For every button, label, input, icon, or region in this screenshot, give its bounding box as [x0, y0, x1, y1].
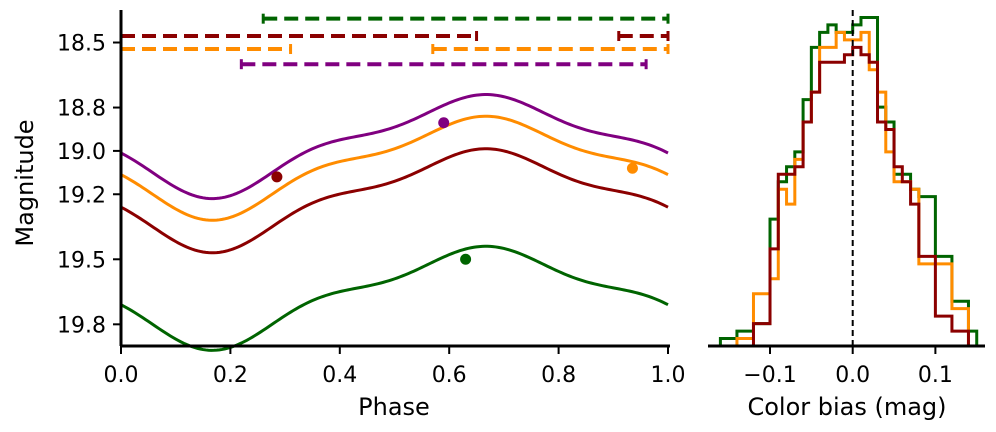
phase-interval-3-0	[261, 13, 670, 24]
current-phase-markers	[271, 117, 638, 265]
phase-interval-1-1	[431, 44, 670, 55]
x-tick-label: 0.2	[213, 363, 248, 388]
phase-interval-0-0	[239, 59, 648, 70]
phase-marker-2	[271, 171, 283, 183]
color-bias-histogram-2	[720, 45, 977, 348]
y-tick-label: 19.0	[57, 140, 106, 165]
y-tick-label: 19.2	[57, 183, 106, 208]
hist-x-tick-label: 0.0	[835, 363, 870, 388]
x-tick-label: 0.8	[541, 363, 576, 388]
phase-marker-0	[438, 117, 450, 129]
phase-marker-1	[626, 162, 638, 174]
y-tick-label: 18.5	[57, 32, 106, 57]
light-curve-2	[120, 147, 669, 255]
hist-x-axis-label: Color bias (mag)	[747, 393, 946, 421]
x-tick-label: 0.0	[104, 363, 139, 388]
y-tick-label: 19.5	[57, 248, 106, 273]
right-axes: −0.1 0.0 0.1	[708, 10, 985, 388]
color-bias-histograms	[718, 15, 979, 348]
phase-interval-2-0	[121, 31, 479, 42]
hist-x-tick-label: 0.1	[918, 363, 953, 388]
light-curves	[120, 93, 669, 352]
phase-interval-2-1	[617, 31, 670, 42]
color-bias-histogram-1	[720, 30, 977, 348]
color-bias-panel: −0.1 0.0 0.1 Color bias (mag)	[708, 10, 985, 421]
x-tick-label: 0.4	[322, 363, 357, 388]
x-axis-label: Phase	[358, 393, 430, 421]
x-tick-label: 0.6	[432, 363, 467, 388]
light-curve-1	[120, 114, 669, 222]
light-curve-0	[120, 93, 669, 201]
y-tick-label: 18.8	[57, 97, 106, 122]
phase-interval-1-0	[121, 44, 293, 55]
phase-intervals	[121, 13, 670, 70]
y-axis-label: Magnitude	[11, 119, 39, 246]
color-bias-histogram-0	[718, 15, 979, 346]
phase-magnitude-panel: 0.0 0.2 0.4 0.6 0.8 1.0 18.5 18.8 19.0 19.2 19.5 19…	[11, 10, 686, 421]
hist-x-tick-label: −0.1	[743, 363, 796, 388]
y-tick-label: 19.8	[57, 313, 106, 338]
left-axes: 0.0 0.2 0.4 0.6 0.8 1.0 18.5 18.8 19.0 19.2 19.5 19…	[57, 10, 686, 388]
phase-marker-3	[460, 253, 472, 265]
x-tick-label: 1.0	[651, 363, 686, 388]
light-curve-3	[120, 244, 669, 352]
